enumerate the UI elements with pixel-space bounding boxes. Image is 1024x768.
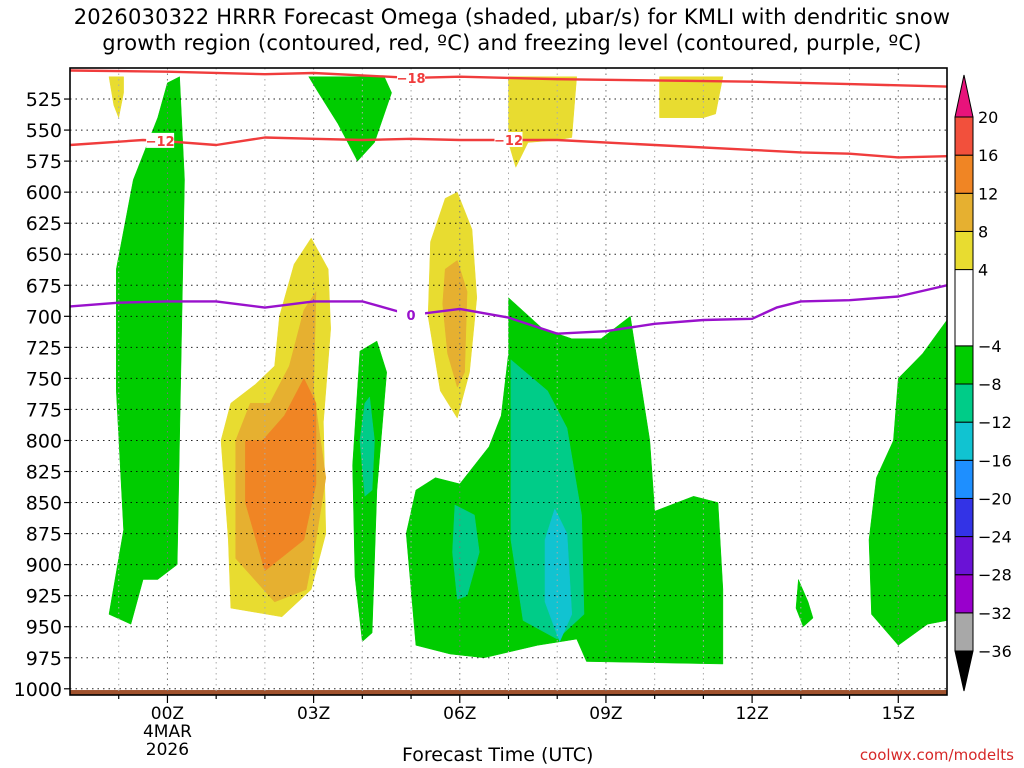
freezing-level-label: 0 (407, 309, 416, 324)
y-tick-label-850: 850 (26, 493, 62, 515)
surface-terrain (70, 690, 947, 695)
x-tick-label-15Z: 15Z (882, 704, 915, 724)
x-tick-label-12Z: 12Z (735, 704, 768, 724)
colorbar-over-arrow (954, 74, 974, 118)
y-tick-label-525: 525 (26, 89, 62, 111)
colorbar-bin-1 (954, 574, 974, 614)
y-tick-label-725: 725 (26, 337, 62, 359)
colorbar-bin-3 (954, 497, 974, 538)
x-tick-label-00Z: 00Z (151, 704, 184, 724)
omega-region-15 (659, 76, 724, 118)
colorbar-label-10: 8 (978, 222, 988, 241)
omega-region-13 (544, 508, 573, 643)
colorbar-label-4: −20 (978, 489, 1012, 508)
credit-link[interactable]: coolwx.com/modelts (859, 746, 1014, 764)
y-tick-label-625: 625 (26, 213, 62, 235)
colorbar-bin-0 (954, 612, 974, 652)
contours: −18 −12 −12 0 (70, 69, 947, 335)
x-date-label: 4MAR (143, 722, 192, 742)
omega-region-16 (795, 579, 814, 628)
dgz-label-1-0-bg (146, 132, 175, 148)
x-tick-label-06Z: 06Z (443, 704, 476, 724)
colorbar-bin-8 (954, 269, 974, 347)
y-tick-label-650: 650 (26, 244, 62, 266)
y-axis: 525 550 575 600 625 650 675 700 725 750 775 800 825 8… (14, 89, 70, 701)
colorbar-bin-11 (954, 154, 974, 194)
x-tick-label-09Z: 09Z (589, 704, 622, 724)
y-tick-label-700: 700 (26, 306, 62, 328)
colorbar-label-2: −28 (978, 566, 1012, 585)
omega-region-1 (108, 76, 124, 119)
colorbar-bin-7 (954, 345, 974, 385)
colorbar-under-arrow (954, 650, 974, 692)
title-line-2: growth region (contoured, red, ºC) and f… (102, 31, 922, 55)
colorbar-bin-9 (954, 230, 974, 271)
y-tick-label-825: 825 (26, 462, 62, 484)
dgz-contour-1 (70, 136, 947, 159)
x-tick-label-03Z: 03Z (297, 704, 330, 724)
y-tick-label-950: 950 (26, 617, 62, 639)
y-tick-label-600: 600 (26, 182, 62, 204)
colorbar-label-11: 12 (978, 184, 998, 203)
colorbar-bin-4 (954, 459, 974, 499)
colorbar-bin-10 (954, 192, 974, 232)
y-tick-label-775: 775 (26, 399, 62, 421)
y-tick-label-800: 800 (26, 430, 62, 452)
freezing-level-line (70, 284, 947, 335)
omega-region-9 (442, 259, 468, 388)
colorbar-label-3: −24 (978, 528, 1012, 547)
y-tick-label-575: 575 (26, 151, 62, 173)
colorbar-label-8: −4 (978, 337, 1002, 356)
dgz-label-1-1-bg (494, 132, 523, 148)
omega-region-17 (868, 319, 947, 646)
colorbar-label-7: −8 (978, 375, 1002, 394)
colorbar-label-13: 20 (978, 108, 998, 127)
y-tick-label-550: 550 (26, 120, 62, 142)
colorbar-label-1: −32 (978, 604, 1012, 623)
dgz-label-1-0: −12 (146, 135, 175, 150)
title-line-1: 2026030322 HRRR Forecast Omega (shaded, … (73, 5, 951, 29)
omega-region-5 (245, 377, 317, 572)
omega-region-2 (308, 76, 392, 162)
x-year-label: 2026 (146, 740, 189, 760)
y-tick-label-1000: 1000 (14, 679, 62, 701)
dgz-contour-0 (70, 69, 947, 88)
y-tick-label-900: 900 (26, 555, 62, 577)
y-tick-label-750: 750 (26, 368, 62, 390)
y-tick-label-675: 675 (26, 275, 62, 297)
colorbar-bin-5 (954, 421, 974, 461)
freezing-level-label-bg (397, 307, 426, 323)
dgz-label-1-1: −12 (494, 134, 523, 149)
omega-region-0 (108, 76, 185, 625)
omega-region-14 (508, 76, 577, 168)
dgz-label-0-0-bg (397, 69, 426, 85)
colorbar-bin-6 (954, 383, 974, 423)
colorbar-label-5: −16 (978, 451, 1012, 470)
colorbar-label-0: −36 (978, 642, 1012, 661)
grid (70, 68, 947, 695)
colorbar-bin-2 (954, 536, 974, 576)
dgz-label-0-0: −18 (397, 72, 426, 87)
y-tick-label-875: 875 (26, 524, 62, 546)
omega-shading (70, 76, 947, 695)
chart-title: 2026030322 HRRR Forecast Omega (shaded, … (0, 4, 1024, 56)
y-tick-label-975: 975 (26, 648, 62, 670)
y-tick-label-925: 925 (26, 586, 62, 608)
colorbar-label-6: −12 (978, 413, 1012, 432)
colorbar-label-12: 16 (978, 146, 998, 165)
colorbar: −36 −32 −28 −24 −20 −16 −12 −8 −4 4 8 12 16 20 (954, 74, 1012, 692)
colorbar-label-9: 4 (978, 261, 988, 280)
omega-region-7 (359, 396, 375, 497)
colorbar-bin-12 (954, 116, 974, 156)
x-axis-title: Forecast Time (UTC) (402, 744, 594, 766)
